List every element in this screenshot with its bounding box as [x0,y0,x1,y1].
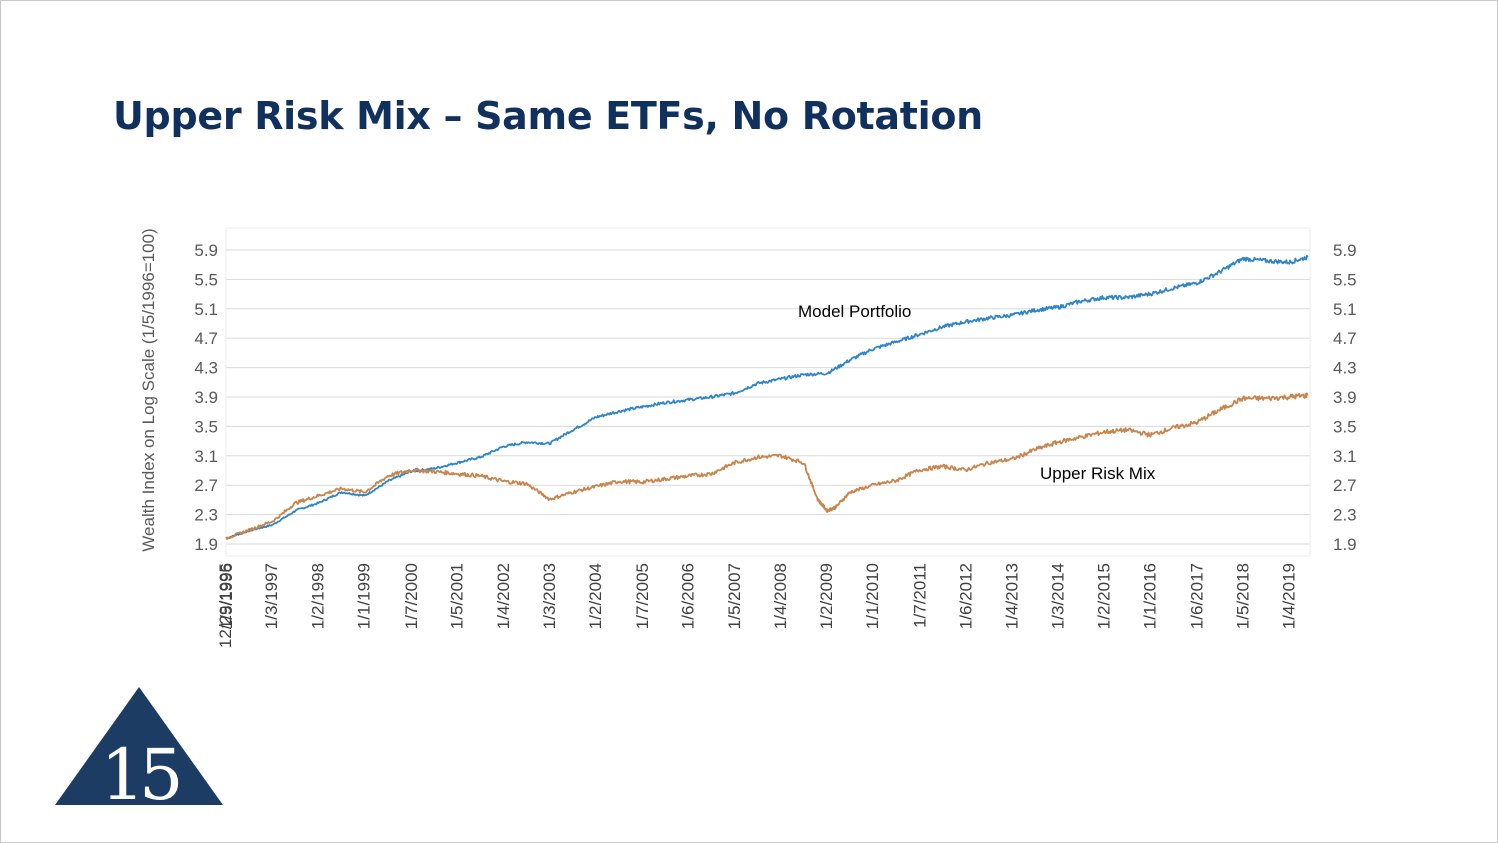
y-tick-label: 2.7 [194,476,218,495]
x-tick-label: 1/2/1998 [308,563,327,629]
logo-triangle [55,687,223,805]
y-tick-label-right: 5.5 [1333,270,1357,289]
y-tick-label: 1.9 [194,535,218,554]
y-axis-left: 1.9 2.3 2.7 3.1 3.5 3.9 4.3 4.7 5.1 5.5 5.9 [194,241,218,554]
y-tick-label-right: 2.3 [1333,506,1357,525]
y-axis-right: 1.9 2.3 2.7 3.1 3.5 3.9 4.3 4.7 5.1 5.5 5.9 [1333,241,1357,554]
y-tick-label-right: 5.9 [1333,241,1357,260]
y-tick-label-right: 4.7 [1333,329,1357,348]
y-tick-label: 3.1 [194,447,218,466]
annotation-upper-risk-mix: Upper Risk Mix [1040,464,1156,483]
y-tick-label-right: 3.9 [1333,388,1357,407]
y-tick-label: 4.7 [194,329,218,348]
series-line-upper-risk-mix [225,392,1309,540]
x-tick-label: 1/6/2006 [679,563,698,629]
x-tick-label: 1/4/2013 [1002,563,1021,629]
y-tick-label-right: 4.3 [1333,359,1357,378]
x-tick-label: 1/3/2003 [540,563,559,629]
y-tick-label-right: 3.5 [1333,417,1357,436]
x-tick-label: 1/5/2007 [725,563,744,629]
x-tick-label: 1/7/2000 [402,563,421,629]
y-tick-label: 4.3 [194,359,218,378]
y-tick-label: 3.5 [194,417,218,436]
y-tick-label: 5.1 [194,300,218,319]
y-axis-label: Wealth Index on Log Scale (1/5/1996=100) [139,228,158,551]
logo: 15 [55,687,223,807]
annotation-model-portfolio: Model Portfolio [798,302,911,321]
plot-area [225,227,1311,557]
x-tick-label: 1/2/2004 [586,563,605,629]
x-tick-label: 1/4/2002 [494,563,513,629]
x-tick-label: 1/5/2018 [1233,563,1252,629]
y-tick-label-right: 5.1 [1333,300,1357,319]
x-tick-label: 1/3/2014 [1049,563,1068,629]
y-tick-label: 5.9 [194,241,218,260]
x-tick-label: 1/3/1997 [262,563,281,629]
x-tick-label: 1/6/2017 [1188,563,1207,629]
x-tick-label: 1/2/2009 [817,563,836,629]
x-tick-label: 1/1/2010 [863,563,882,629]
x-tick-label: 1/7/2011 [910,563,929,628]
y-tick-label: 2.3 [194,506,218,525]
x-tick-label: 1/5/1996 [217,563,236,629]
y-tick-label: 5.5 [194,270,218,289]
x-tick-label: 1/6/2012 [957,563,976,629]
logo-text: 15 [100,734,179,807]
x-tick-label: 12/29/1995 [216,563,235,648]
y-tick-label: 3.9 [194,388,218,407]
gridlines [226,249,1310,545]
x-tick-label: 1/1/1999 [355,563,374,629]
series-line-model-portfolio [225,254,1309,540]
x-tick-label: 1/4/2008 [771,563,790,629]
x-tick-label: 1/4/2019 [1280,563,1299,629]
slide-title: Upper Risk Mix – Same ETFs, No Rotation [113,94,983,138]
x-tick-label: 1/2/2015 [1094,563,1113,629]
y-tick-label-right: 1.9 [1333,535,1357,554]
x-tick-label: 1/1/2016 [1141,563,1160,629]
x-tick-label: 1/5/2001 [448,563,467,629]
y-tick-label-right: 3.1 [1333,447,1357,466]
x-tick-label: 1/7/2005 [633,563,652,629]
y-tick-label-right: 2.7 [1333,476,1357,495]
series-group [225,254,1309,540]
